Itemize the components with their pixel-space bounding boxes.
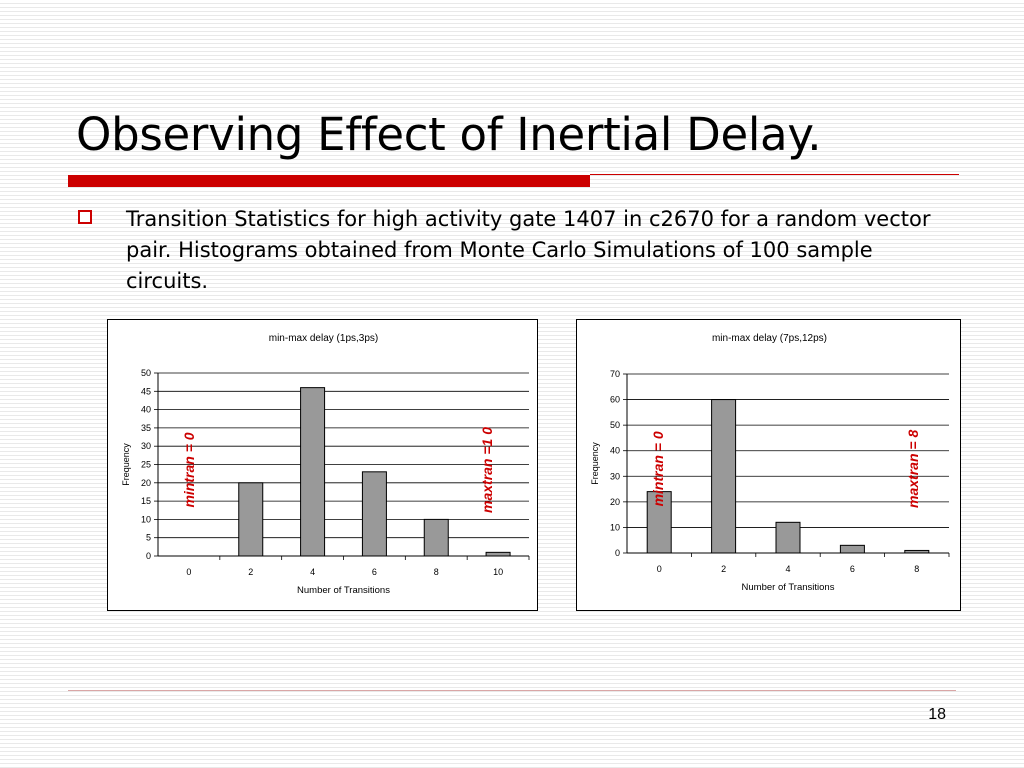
- y-tick-label: 15: [141, 496, 151, 506]
- chart-title: min-max delay (7ps,12ps): [712, 333, 827, 344]
- bar-8: [904, 549, 930, 554]
- y-tick-label: 60: [610, 395, 620, 405]
- y-tick-label: 30: [141, 441, 151, 451]
- y-tick-label: 0: [615, 548, 620, 558]
- x-tick-label: 0: [657, 564, 662, 574]
- y-tick-label: 35: [141, 423, 151, 433]
- annotation-label: maxtran = 8: [905, 430, 921, 508]
- x-axis-title: Number of Transitions: [297, 585, 390, 596]
- annotation-label: mintran = 0: [181, 432, 197, 507]
- bar-4: [775, 521, 801, 554]
- histogram-right-svg: min-max delay (7ps,12ps) 0 10 20 30 40 50 60 70 0…: [590, 333, 950, 593]
- y-tick-label: 50: [141, 368, 151, 378]
- y-tick-label: 70: [610, 369, 620, 379]
- x-tick-label: 8: [914, 564, 919, 574]
- bar-8: [423, 518, 449, 557]
- bar-2: [711, 399, 737, 554]
- x-tick-label: 4: [310, 567, 315, 577]
- histogram-chart-left: min-max delay (1ps,3ps) 0 5 10 15 20 25 30 35 40 4…: [107, 319, 538, 611]
- y-tick-label: 45: [141, 386, 151, 396]
- page-number: 18: [928, 706, 946, 723]
- annotation-label: mintran = 0: [650, 431, 666, 506]
- x-tick-label: 4: [785, 564, 790, 574]
- x-tick-label: 10: [493, 567, 503, 577]
- x-tick-label: 2: [721, 564, 726, 574]
- x-axis-title: Number of Transitions: [742, 582, 835, 593]
- x-tick-label: 6: [850, 564, 855, 574]
- y-tick-label: 20: [610, 497, 620, 507]
- y-axis-title: Frequency: [121, 443, 131, 486]
- bar-10: [485, 551, 511, 557]
- y-axis-title: Frequency: [590, 442, 600, 485]
- bar-6: [361, 471, 387, 557]
- x-tick-label: 6: [372, 567, 377, 577]
- title-underline-bar: [68, 175, 590, 187]
- x-tick-label: 0: [186, 567, 191, 577]
- y-tick-label: 25: [141, 460, 151, 470]
- y-tick-label: 10: [141, 514, 151, 524]
- chart-title: min-max delay (1ps,3ps): [269, 333, 378, 344]
- bar-6: [839, 544, 865, 554]
- annotation-label: maxtran =1 0: [479, 427, 495, 513]
- y-tick-label: 40: [610, 446, 620, 456]
- y-tick-label: 40: [141, 405, 151, 415]
- slide-title: Observing Effect of Inertial Delay.: [76, 108, 822, 161]
- y-tick-label: 20: [141, 478, 151, 488]
- bar-0: [646, 491, 672, 554]
- title-underline-thin: [590, 174, 959, 175]
- histogram-left-svg: min-max delay (1ps,3ps)05101520253035404…: [121, 333, 530, 596]
- bar-2: [238, 482, 264, 557]
- bullet-text: Transition Statistics for high activity …: [126, 207, 931, 293]
- histogram-chart-right: min-max delay (7ps,12ps) 0 10 20 30 40 50 60 70 0…: [576, 319, 961, 611]
- x-tick-label: 8: [434, 567, 439, 577]
- x-tick-label: 2: [248, 567, 253, 577]
- y-tick-label: 10: [610, 522, 620, 532]
- y-tick-label: 30: [610, 471, 620, 481]
- square-bullet-icon: [78, 210, 92, 224]
- y-tick-label: 50: [610, 420, 620, 430]
- y-tick-label: 5: [146, 533, 151, 543]
- footer-divider: [68, 690, 956, 691]
- bar-4: [300, 387, 326, 557]
- y-tick-label: 0: [146, 551, 151, 561]
